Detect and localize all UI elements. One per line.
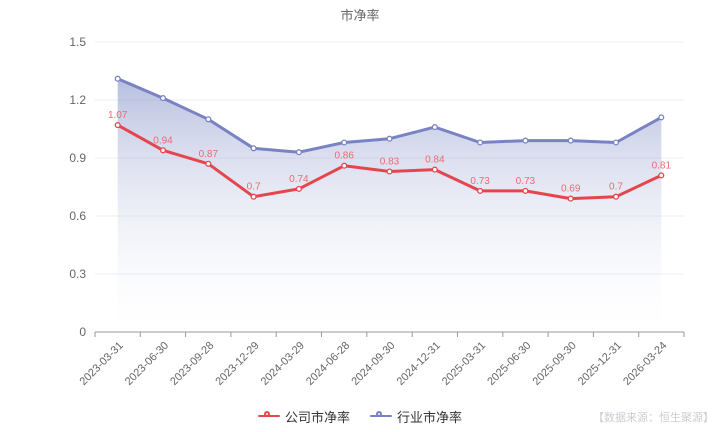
data-point-marker — [522, 137, 529, 144]
x-axis-tick-label: 2024-09-30 — [349, 340, 397, 388]
data-point-marker — [205, 160, 212, 167]
data-point-marker — [250, 145, 257, 152]
data-point-label: 0.83 — [380, 157, 400, 168]
x-axis-tick-label: 2024-06-28 — [304, 340, 352, 388]
data-point-marker — [386, 168, 393, 175]
legend-label-company: 公司市净率 — [284, 409, 350, 425]
x-axis-tick-label: 2025-12-31 — [576, 340, 624, 388]
legend-label-industry: 行业市净率 — [397, 409, 463, 425]
x-axis-tick-label: 2023-12-29 — [213, 340, 261, 388]
y-axis-tick-label: 0.9 — [69, 151, 86, 165]
data-point-marker — [341, 139, 348, 146]
data-point-marker — [114, 75, 121, 82]
data-point-marker — [522, 187, 529, 194]
data-point-marker — [205, 116, 212, 123]
data-point-marker — [612, 139, 620, 146]
data-point-marker — [114, 122, 121, 129]
data-point-marker — [431, 166, 438, 173]
data-point-marker — [386, 135, 393, 142]
data-point-marker — [431, 124, 438, 131]
data-point-marker — [159, 95, 167, 102]
y-axis-tick-label: 0 — [79, 325, 86, 339]
data-point-marker — [250, 193, 257, 200]
data-point-marker — [612, 193, 620, 200]
data-point-label: 0.7 — [609, 182, 623, 193]
y-axis-tick-label: 1.5 — [69, 35, 86, 49]
x-axis-tick-label: 2024-12-31 — [395, 340, 443, 388]
data-point-label: 0.87 — [199, 149, 219, 160]
y-axis-tick-label: 1.2 — [69, 93, 86, 107]
data-point-label: 0.73 — [516, 176, 536, 187]
x-axis-tick-label: 2025-06-30 — [485, 340, 533, 388]
data-point-marker — [658, 172, 665, 179]
data-point-label: 0.86 — [334, 151, 354, 162]
x-axis-tick-label: 2026-03-24 — [621, 340, 669, 388]
legend-item-company-pb[interactable]: 公司市净率 — [257, 407, 350, 426]
legend: 公司市净率 行业市净率 — [0, 406, 720, 426]
company-series-marker-icon — [257, 411, 280, 421]
data-point-marker — [295, 149, 302, 156]
data-point-label: 0.7 — [247, 182, 261, 193]
chart-canvas: 0 0.3 0.6 0.9 1.2 1.5 2023-03-31 2023-06-30 2023… — [69, 35, 685, 388]
data-point-marker — [658, 114, 665, 121]
data-point-marker — [567, 195, 574, 202]
data-point-marker — [341, 162, 348, 169]
data-point-marker — [567, 137, 574, 144]
x-axis-tick-label: 2025-03-31 — [440, 340, 488, 388]
y-axis-tick-label: 0.6 — [69, 209, 86, 223]
data-point-label: 0.81 — [652, 160, 672, 171]
data-point-label: 0.84 — [425, 155, 445, 166]
chart-title: 市净率 — [340, 8, 380, 23]
data-point-marker — [295, 185, 302, 192]
x-axis-tick-label: 2024-03-29 — [259, 340, 307, 388]
x-axis-tick-label: 2023-06-30 — [123, 340, 171, 388]
data-point-label: 0.73 — [470, 176, 490, 187]
data-point-label: 0.94 — [153, 135, 173, 146]
x-axis-tick-label: 2025-09-30 — [531, 340, 579, 388]
industry-series-marker-icon — [370, 411, 392, 421]
x-axis-tick-label: 2023-09-28 — [168, 340, 216, 388]
y-axis-tick-label: 0.3 — [69, 267, 86, 281]
legend-item-industry-pb[interactable]: 行业市净率 — [370, 407, 462, 426]
data-point-marker — [159, 147, 167, 154]
data-point-label: 0.69 — [561, 184, 581, 195]
data-source-note: 【数据来源：恒生聚源】 — [593, 412, 714, 424]
data-point-label: 1.07 — [108, 110, 128, 121]
data-point-marker — [477, 187, 484, 194]
data-point-label: 0.74 — [289, 174, 309, 185]
data-point-marker — [477, 139, 484, 146]
x-axis-tick-label: 2023-03-31 — [78, 340, 126, 388]
